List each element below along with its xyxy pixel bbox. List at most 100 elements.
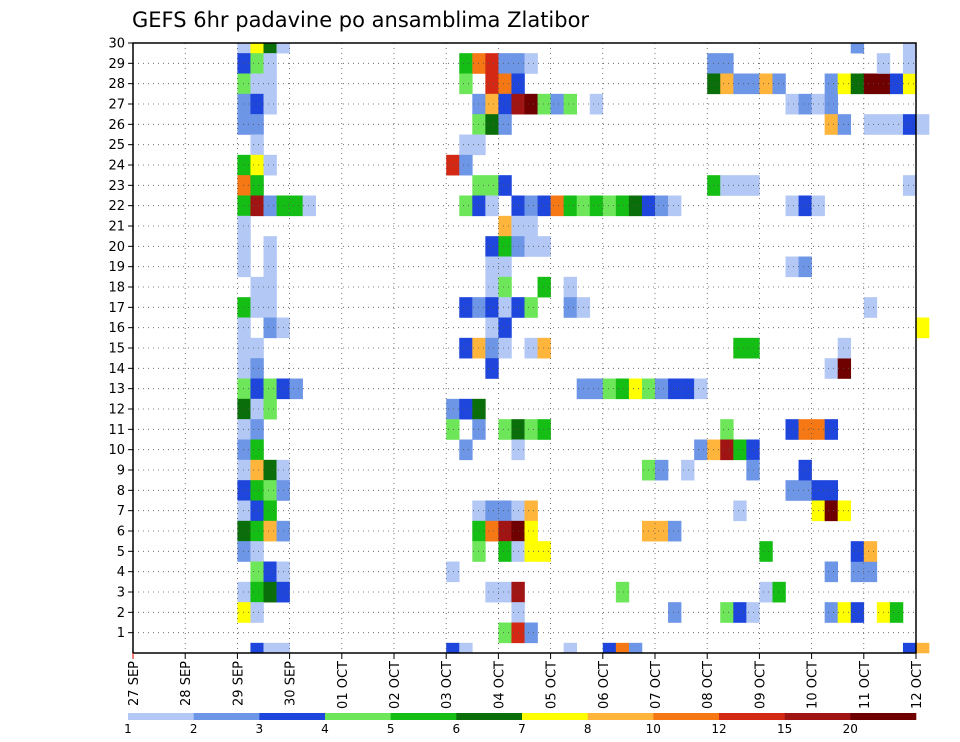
heatmap-cell [237,256,251,278]
heatmap-cell [498,581,512,603]
heatmap-cell [498,256,512,278]
heatmap-cell [237,215,251,237]
colorbar-swatch [522,713,588,720]
heatmap-cell [250,114,264,135]
heatmap-cell [498,73,512,95]
heatmap-cell [850,561,865,583]
heatmap-cell [237,398,251,420]
heatmap-cell [250,337,264,359]
heatmap-cell [733,602,747,623]
heatmap-cell [485,500,499,522]
heatmap-cells [237,43,930,654]
heatmap-cell [250,175,264,196]
colorbar-swatch [456,713,523,720]
heatmap-cell [237,602,251,623]
colorbar-swatch [390,713,457,720]
colorbar-label: 3 [255,722,263,736]
colorbar-label: 8 [584,722,592,736]
colorbar-label: 7 [518,722,526,736]
heatmap-cell [537,419,551,440]
y-tick-label: 16 [108,321,125,336]
heatmap-cell [524,419,538,440]
heatmap-cell [250,561,264,583]
heatmap-cell [237,419,251,440]
y-tick-label: 13 [108,382,125,397]
heatmap-cell [720,73,734,95]
y-tick-label: 11 [108,423,125,438]
x-tick-label: 03 OCT [440,661,455,709]
heatmap-cell [250,459,264,481]
heatmap-cell [720,439,734,461]
heatmap-cell [263,642,277,654]
heatmap-cell [655,378,669,400]
heatmap-cell [250,297,264,318]
heatmap-cell [537,236,551,257]
y-tick-label: 9 [117,464,125,479]
heatmap-cell [250,541,264,562]
heatmap-cell [824,419,838,440]
y-tick-label: 19 [108,260,125,275]
heatmap-cell [498,419,512,440]
heatmap-cell [628,378,643,400]
heatmap-cell [628,642,643,654]
heatmap-cell [250,602,264,623]
heatmap-cell [850,73,865,95]
heatmap-cell [537,541,551,562]
x-tick-label: 05 OCT [545,661,560,709]
heatmap-cell [550,93,564,115]
colorbar-label: 4 [321,722,329,736]
y-tick-label: 3 [117,586,125,601]
heatmap-cell [668,195,682,217]
heatmap-cell [902,642,917,654]
heatmap-cell [655,195,669,217]
heatmap-cell [485,317,499,339]
heatmap-cell [524,53,538,74]
heatmap-cell [498,93,512,115]
x-tick-label: 02 OCT [388,661,403,709]
heatmap-cell [615,195,630,217]
heatmap-cell [250,73,264,95]
heatmap-cell [524,520,538,542]
heatmap-cell [485,53,499,74]
heatmap-cell [276,642,290,654]
heatmap-cell [824,602,838,623]
heatmap-cell [459,297,473,318]
heatmap-cell [785,480,799,501]
heatmap-cell [237,480,251,501]
heatmap-cell [681,459,695,481]
heatmap-cell [446,398,460,420]
heatmap-cell [733,175,747,196]
heatmap-cell [537,93,551,115]
colorbar-label: 20 [843,722,858,736]
heatmap-cell [485,297,499,318]
heatmap-cell [237,43,251,54]
heatmap-cell [720,602,734,623]
heatmap-cell [824,500,838,522]
heatmap-cell [824,358,838,379]
colorbar-swatch [128,713,194,720]
heatmap-cell [263,378,277,400]
colorbar-label: 10 [646,722,661,736]
heatmap-cell [563,642,577,654]
heatmap-cell [863,73,878,95]
heatmap-cell [889,73,904,95]
heatmap-cell [863,561,878,583]
heatmap-cell [250,43,264,54]
heatmap-cell [824,480,838,501]
heatmap-cell [237,378,251,400]
heatmap-cell [498,236,512,257]
heatmap-cell [524,93,538,115]
heatmap-cell [524,500,538,522]
heatmap-cell [485,236,499,257]
heatmap-cell [655,520,669,542]
x-tick-label: 10 OCT [806,661,821,709]
heatmap-cell [759,73,773,95]
heatmap-cell [863,297,878,318]
heatmap-cell [498,337,512,359]
heatmap-cell [237,500,251,522]
heatmap-cell [733,500,747,522]
heatmap-cell [602,195,617,217]
heatmap-cell [263,195,277,217]
x-tick-label: 11 OCT [858,661,873,709]
heatmap-cell [733,73,747,95]
